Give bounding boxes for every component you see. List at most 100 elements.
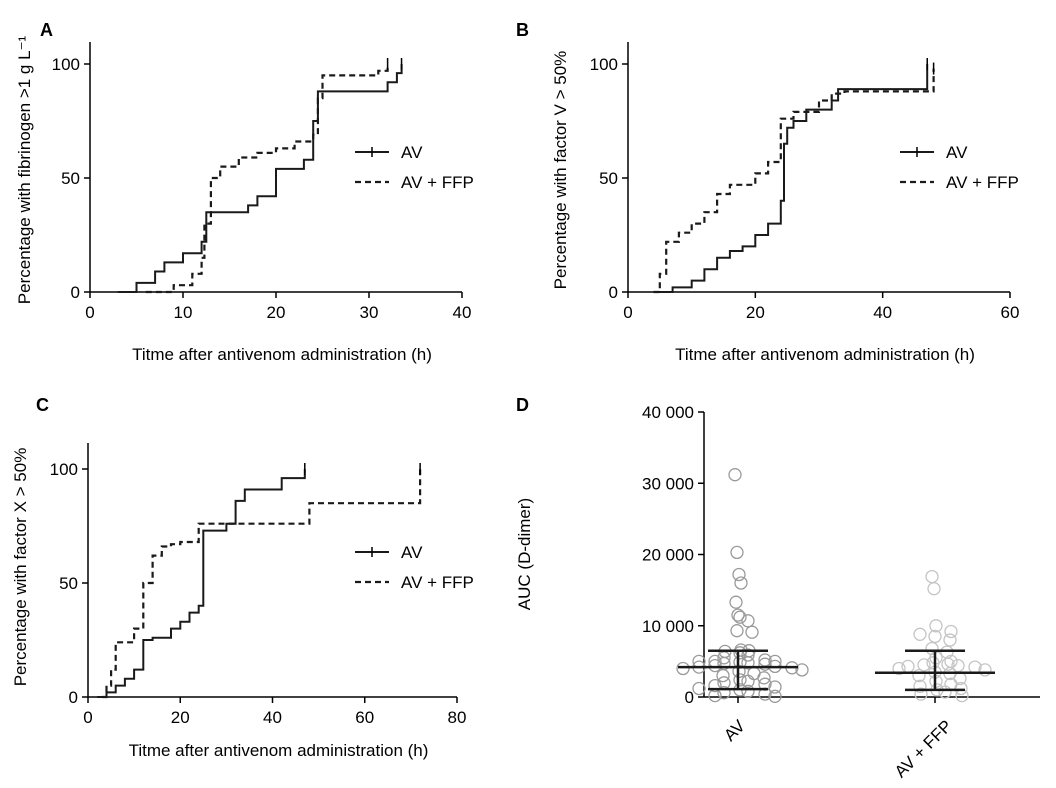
y-tick-label: 100	[50, 460, 78, 479]
y-tick-label: 50	[59, 574, 78, 593]
y-tick-label: 0	[609, 283, 618, 302]
data-point	[795, 663, 809, 677]
data-point	[944, 624, 958, 639]
x-axis-title: Titme after antivenom administration (h)	[129, 741, 429, 760]
data-point	[941, 657, 955, 671]
data-point	[917, 658, 931, 672]
y-tick-label: 100	[590, 55, 618, 74]
x-tick-label: 20	[267, 303, 286, 322]
x-tick-label: 30	[360, 303, 379, 322]
data-point	[768, 680, 782, 694]
y-tick-label: 0	[685, 688, 694, 707]
data-point	[914, 687, 928, 701]
data-point	[928, 629, 942, 644]
data-point	[925, 569, 939, 584]
data-point	[728, 468, 742, 482]
x-tick-label: AV + FFP	[891, 716, 956, 781]
data-point	[955, 688, 969, 703]
panel-c: C 0 20 40 60 80 0 50 100 Titme after antivenom ad…	[11, 395, 474, 760]
data-point	[708, 678, 722, 693]
legend-label: AV	[946, 143, 968, 162]
x-tick-label: 40	[873, 303, 892, 322]
data-point	[938, 685, 952, 699]
panel-letter-c: C	[36, 395, 49, 415]
panel-letter-a: A	[40, 20, 53, 40]
data-point	[954, 681, 968, 696]
data-point	[716, 668, 730, 683]
x-tick-label: 60	[355, 708, 374, 727]
series-line-av	[117, 64, 403, 293]
y-tick-label: 20 000	[642, 546, 694, 565]
y-tick-label: 40 000	[642, 403, 694, 422]
data-point	[913, 627, 927, 641]
data-point	[731, 608, 745, 622]
panel-d: D 0 10 000 20 000 30 000 40 000 AUC (D-dimer) A…	[515, 395, 1040, 781]
y-tick-label: 30 000	[642, 474, 694, 493]
panel-b: B 0 20 40 60 0 50 100 Titme after antivenom admi…	[516, 20, 1019, 364]
data-point	[729, 595, 743, 609]
data-point	[741, 674, 755, 688]
legend-label: AV + FFP	[946, 173, 1019, 192]
panel-a: A 0 10 20 30 40 0 50 100 Titme after antivenom ad…	[15, 20, 474, 364]
data-point	[692, 681, 706, 696]
data-point	[733, 610, 747, 624]
data-point	[978, 663, 992, 677]
data-point	[926, 656, 940, 670]
data-point	[929, 619, 943, 633]
data-point	[741, 684, 755, 698]
x-tick-label: AV	[720, 716, 749, 745]
data-point	[901, 659, 915, 674]
data-point	[733, 646, 747, 660]
x-tick-label: 0	[83, 708, 92, 727]
data-point	[758, 657, 772, 671]
x-tick-label: 0	[85, 303, 94, 322]
data-point	[734, 576, 748, 590]
data-point	[927, 582, 941, 596]
panel-letter-d: D	[516, 395, 529, 415]
data-point	[708, 658, 722, 673]
x-tick-label: 10	[174, 303, 193, 322]
series-line-av-ffp	[101, 469, 422, 699]
data-point	[730, 545, 744, 560]
data-point	[943, 633, 957, 647]
y-axis-title: AUC (D-dimer)	[515, 498, 534, 610]
panel-letter-b: B	[516, 20, 529, 40]
y-tick-label: 0	[69, 688, 78, 707]
data-point	[717, 686, 731, 700]
legend-label: AV	[401, 543, 423, 562]
x-tick-label: 40	[453, 303, 472, 322]
data-point	[741, 656, 755, 670]
y-tick-label: 10 000	[642, 617, 694, 636]
data-point	[757, 671, 771, 685]
y-tick-label: 50	[61, 169, 80, 188]
y-axis-title: Percentage with factor V > 50%	[551, 51, 570, 290]
series-line-av-ffp	[653, 68, 935, 294]
y-axis-title: Percentage with fibrinogen >1 g L⁻¹	[15, 35, 34, 304]
series-line-av-ffp	[145, 64, 389, 294]
legend-label: AV + FFP	[401, 173, 474, 192]
y-tick-label: 50	[599, 169, 618, 188]
y-tick-label: 0	[71, 283, 80, 302]
data-point	[768, 689, 782, 703]
data-point	[892, 661, 906, 676]
data-point	[741, 648, 755, 662]
y-axis-title: Percentage with factor X > 50%	[11, 448, 30, 687]
data-point	[741, 614, 755, 628]
x-tick-label: 40	[263, 708, 282, 727]
series-line-av	[653, 64, 929, 293]
x-axis-title: Titme after antivenom administration (h)	[132, 345, 432, 364]
x-tick-label: 20	[171, 708, 190, 727]
data-point	[745, 625, 759, 639]
data-point	[925, 641, 939, 656]
y-tick-label: 100	[52, 55, 80, 74]
x-axis-title: Titme after antivenom administration (h)	[675, 345, 975, 364]
x-tick-label: 60	[1001, 303, 1020, 322]
data-point	[730, 624, 744, 638]
x-tick-label: 0	[623, 303, 632, 322]
legend-label: AV	[401, 143, 423, 162]
x-tick-label: 80	[448, 708, 467, 727]
data-point	[913, 679, 927, 693]
data-point	[733, 673, 747, 687]
data-point	[912, 668, 926, 683]
